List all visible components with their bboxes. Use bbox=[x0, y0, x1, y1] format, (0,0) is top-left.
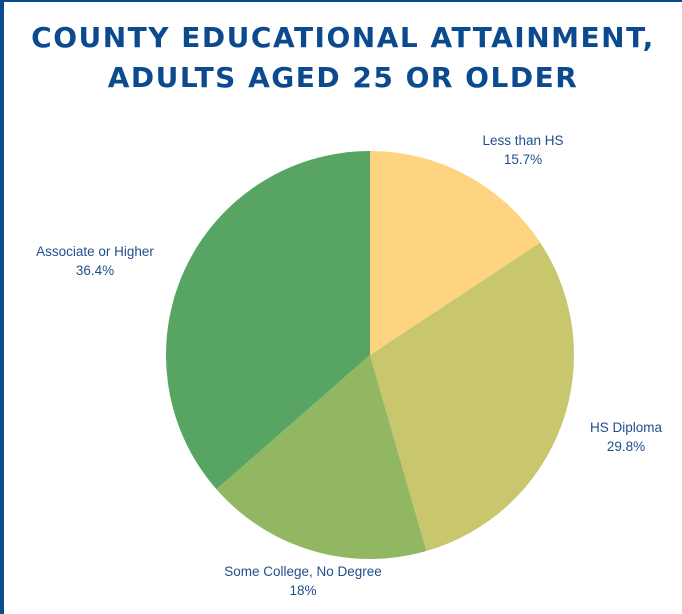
pie-slice-less-than-hs bbox=[370, 151, 541, 355]
pie-label-associate-or-higher: Associate or Higher bbox=[36, 244, 154, 259]
pie-slice-some-college-no-degree bbox=[216, 355, 427, 559]
pie-value-some-college-no-degree: 18% bbox=[289, 583, 316, 598]
pie-value-hs-diploma: 29.8% bbox=[607, 439, 645, 454]
pie-label-some-college-no-degree: Some College, No Degree bbox=[224, 564, 382, 579]
pie-label-hs-diploma: HS Diploma bbox=[590, 420, 663, 435]
pie-labels: Less than HS 15.7% HS Diploma 29.8% Some Col… bbox=[36, 133, 662, 598]
chart-title: COUNTY EDUCATIONAL ATTAINMENT, ADULTS AG… bbox=[4, 18, 682, 98]
chart-title-line-1: COUNTY EDUCATIONAL ATTAINMENT, bbox=[31, 21, 655, 54]
pie-value-less-than-hs: 15.7% bbox=[504, 152, 542, 167]
pie-slice-hs-diploma bbox=[370, 242, 574, 552]
pie-label-less-than-hs: Less than HS bbox=[482, 133, 563, 148]
pie-value-associate-or-higher: 36.4% bbox=[76, 263, 114, 278]
pie-slice-associate-or-higher bbox=[165, 151, 370, 490]
chart-title-line-2: ADULTS AGED 25 OR OLDER bbox=[107, 61, 579, 94]
pie-slices bbox=[165, 151, 574, 559]
